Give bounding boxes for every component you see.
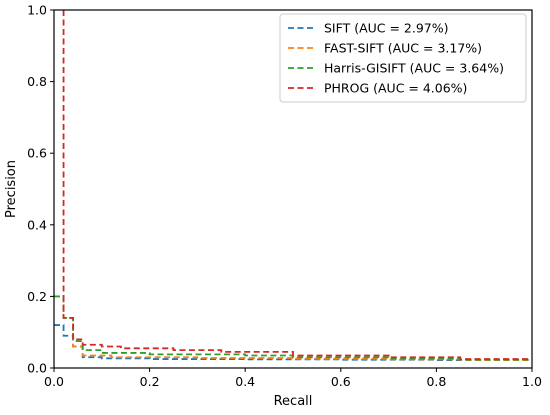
series-layer	[54, 10, 532, 362]
x-tick-label: 0.4	[235, 374, 255, 389]
x-axis-label: Recall	[274, 394, 313, 409]
legend-entry-label: PHROG (AUC = 4.06%)	[324, 81, 467, 96]
y-tick-label: 0.4	[27, 217, 47, 232]
x-tick-label: 0.0	[44, 374, 64, 389]
x-axis: 0.0 0.2 0.4 0.6 0.8 1.0	[44, 368, 542, 389]
legend-box	[279, 13, 527, 103]
plot-frame	[53, 9, 533, 369]
x-tick-label: 0.6	[331, 374, 351, 389]
x-tick-label: 0.8	[426, 374, 446, 389]
legend-entry-label: Harris-GISIFT (AUC = 3.64%)	[324, 61, 504, 76]
series-line-3	[54, 295, 532, 361]
y-tick-label: 0.6	[27, 146, 47, 161]
y-tick-label: 0.8	[27, 74, 47, 89]
legend: SIFT (AUC = 2.97%) FAST-SIFT (AUC = 3.17%…	[279, 13, 527, 103]
y-tick-label: 1.0	[27, 3, 47, 18]
y-axis-label: Precision	[4, 160, 19, 218]
x-tick-label: 1.0	[522, 374, 542, 389]
y-tick-label: 0.0	[27, 361, 47, 376]
series-line-1	[54, 324, 532, 362]
series-line-2	[54, 295, 532, 362]
legend-entry-label: FAST-SIFT (AUC = 3.17%)	[324, 41, 482, 56]
y-tick-label: 0.2	[27, 289, 47, 304]
y-axis: 0.0 0.2 0.4 0.6 0.8 1.0	[27, 3, 54, 376]
legend-entry-label: SIFT (AUC = 2.97%)	[324, 21, 449, 36]
series-line-4	[62, 10, 532, 360]
x-tick-label: 0.2	[140, 374, 160, 389]
